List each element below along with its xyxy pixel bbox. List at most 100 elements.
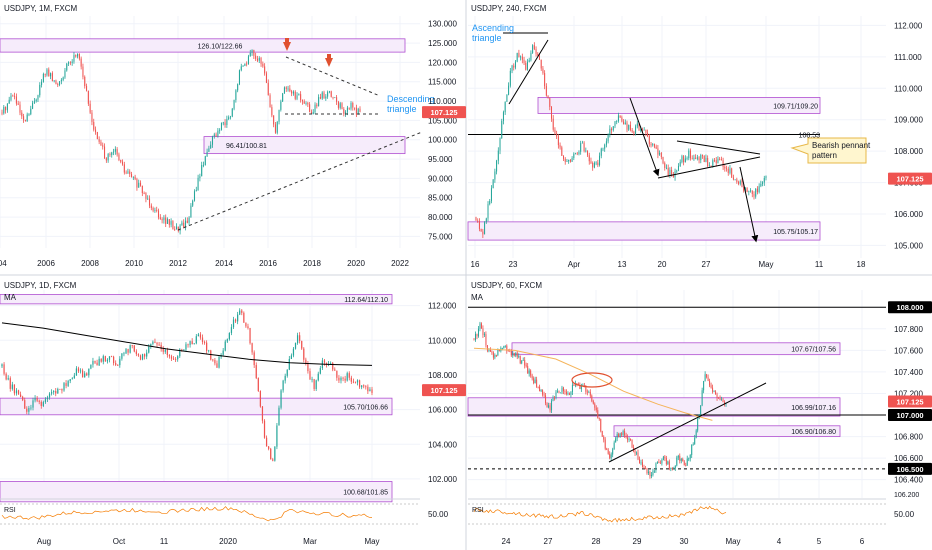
candle-body [705,158,707,162]
x-tick-label: 2012 [169,259,187,268]
resistance-zone[interactable] [0,397,393,416]
candle-body [80,58,82,67]
candle-body [53,80,55,82]
candle-body [755,188,757,197]
candle-body [343,109,345,114]
candle-body [355,107,357,115]
candle-body [615,438,617,443]
candle-body [607,449,609,454]
x-tick-label: Apr [568,260,581,269]
hourly-candles [473,321,727,479]
candle-body [483,334,485,335]
candle-body [564,391,566,393]
candle-body [561,387,563,393]
candle-body [569,159,571,162]
y-tick-label: 130.000 [428,20,457,29]
candle-body [129,345,131,353]
candle-body [195,190,197,192]
ma-indicator-label[interactable]: MA [4,293,17,302]
candle-body [175,358,177,360]
candle-body [265,437,268,447]
resistance-zone[interactable] [0,481,393,503]
candle-body [60,79,62,82]
monthly-chart-panel[interactable]: 126.10/122.66 96.41/100.81 Descending tri… [0,0,466,268]
candle-body [528,60,530,62]
candle-body [753,193,755,197]
candle-body [69,379,71,382]
candle-body [28,114,30,116]
candle-body [667,167,669,176]
candle-body [658,461,660,463]
down-arrow-icon [283,42,291,51]
candle-body [285,87,287,89]
candle-body [21,112,23,117]
candle-body [181,222,183,226]
candle-body [475,217,477,221]
candle-body [199,176,201,178]
candle-body [571,158,573,162]
candle-body [583,142,585,151]
candle-body [113,151,115,153]
candle-body [613,442,615,450]
candle-body [312,112,314,115]
candle-body [352,381,355,383]
candle-body [722,399,724,403]
candle-body [669,169,671,176]
ma-indicator-label[interactable]: MA [471,293,484,302]
candle-body [556,133,558,137]
resistance-zone[interactable] [467,397,841,417]
candle-body [273,115,275,125]
candle-body [489,349,491,352]
candle-body [127,349,129,353]
candle-body [674,465,676,469]
candle-body [582,385,584,386]
candle-body [294,342,297,349]
candle-body [573,385,575,386]
candle-body [354,381,357,383]
candle-body [1,112,3,114]
candle-body [183,222,185,228]
daily-chart-panel[interactable]: 112.64/112.10105.70/106.66100.68/101.85 … [0,277,466,546]
candle-body [46,69,48,75]
four-hour-chart-panel[interactable]: 109.71/109.20 105.75/105.17 108.53 Ascendi… [467,0,932,269]
candle-body [660,152,662,158]
candle-body [332,362,334,370]
candle-body [288,359,290,370]
candle-body [253,50,255,56]
resistance-zone[interactable] [203,136,406,155]
candle-body [23,116,25,121]
candle-body [511,65,513,71]
hourly-chart-panel[interactable]: 107.67/107.56106.99/107.16106.90/106.80 … [467,281,932,546]
x-tick-label: 18 [857,260,866,269]
resistance-zone[interactable] [0,294,393,305]
candle-body [606,448,608,450]
candle-body [120,160,122,162]
candle-body [274,446,276,461]
candle-body [656,461,658,464]
candle-body [197,334,199,337]
candle-body [89,103,91,113]
candle-body [228,117,230,119]
candle-body [132,176,134,178]
x-tick-label: 2016 [259,259,277,268]
resistance-zone[interactable] [511,342,841,356]
candle-body [133,345,135,352]
resistance-zone[interactable] [467,221,821,241]
candle-body [323,360,326,363]
candle-body [260,58,262,64]
monthly-candles [1,49,361,235]
candle-body [68,62,70,64]
rsi-label: RSI [4,507,16,514]
resistance-zone[interactable] [537,97,821,114]
resistance-zone[interactable] [0,38,406,53]
x-tick-label: 5 [817,537,822,546]
x-tick-label: 27 [702,260,711,269]
candle-body [644,468,646,470]
candle-body [701,390,703,406]
x-tick-label: 2018 [303,259,321,268]
resistance-zone[interactable] [613,425,841,437]
candle-body [217,130,219,137]
candle-body [623,121,625,125]
candle-body [102,356,104,362]
candle-body [719,158,721,160]
